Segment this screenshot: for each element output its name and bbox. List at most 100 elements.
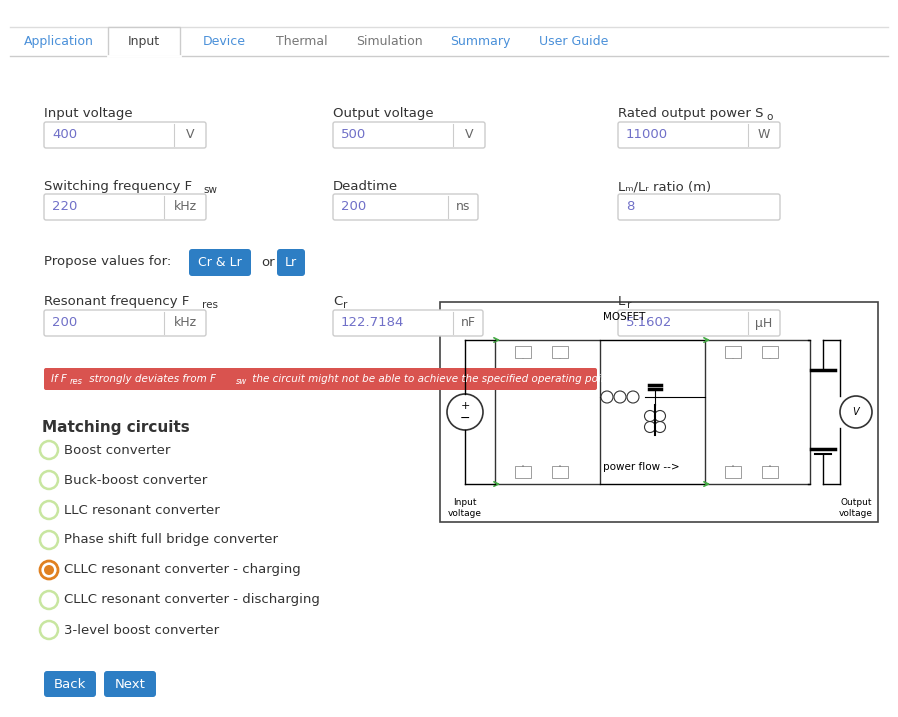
Circle shape bbox=[645, 422, 656, 432]
Text: Thermal: Thermal bbox=[277, 35, 328, 48]
Bar bbox=[515, 466, 531, 478]
Text: r: r bbox=[627, 300, 631, 310]
FancyBboxPatch shape bbox=[618, 122, 780, 148]
FancyBboxPatch shape bbox=[44, 122, 206, 148]
Circle shape bbox=[655, 411, 665, 422]
Text: 200: 200 bbox=[52, 316, 77, 330]
Text: Lₘ/Lᵣ ratio (m): Lₘ/Lᵣ ratio (m) bbox=[618, 180, 711, 193]
Bar bbox=[705, 340, 810, 484]
Text: Cr & Lr: Cr & Lr bbox=[198, 256, 242, 269]
Circle shape bbox=[40, 531, 58, 549]
Text: V: V bbox=[186, 128, 194, 141]
Text: V: V bbox=[465, 128, 473, 141]
Bar bbox=[762, 346, 778, 358]
Text: CLLC resonant converter - discharging: CLLC resonant converter - discharging bbox=[64, 594, 320, 607]
Bar bbox=[108, 27, 180, 56]
Text: Boost converter: Boost converter bbox=[64, 444, 171, 457]
Circle shape bbox=[614, 391, 626, 403]
Circle shape bbox=[627, 391, 639, 403]
Text: 400: 400 bbox=[52, 128, 77, 141]
Bar bbox=[552, 466, 568, 478]
FancyBboxPatch shape bbox=[618, 194, 780, 220]
Text: 8: 8 bbox=[626, 201, 634, 214]
Text: Rated output power S: Rated output power S bbox=[618, 107, 763, 120]
Circle shape bbox=[40, 561, 58, 579]
Bar bbox=[495, 340, 600, 484]
FancyBboxPatch shape bbox=[618, 310, 780, 336]
FancyBboxPatch shape bbox=[44, 310, 206, 336]
Text: μH: μH bbox=[755, 316, 772, 330]
Text: Application: Application bbox=[24, 35, 94, 48]
FancyBboxPatch shape bbox=[333, 310, 483, 336]
Text: strongly deviates from F: strongly deviates from F bbox=[86, 374, 216, 384]
Text: Buck-boost converter: Buck-boost converter bbox=[64, 473, 207, 487]
Text: W: W bbox=[758, 128, 770, 141]
Text: 3-level boost converter: 3-level boost converter bbox=[64, 624, 219, 637]
Text: User Guide: User Guide bbox=[540, 35, 609, 48]
Text: Next: Next bbox=[115, 678, 145, 690]
Text: V: V bbox=[853, 407, 859, 417]
Circle shape bbox=[40, 501, 58, 519]
FancyBboxPatch shape bbox=[277, 249, 305, 276]
Text: Switching frequency F: Switching frequency F bbox=[44, 180, 192, 193]
Circle shape bbox=[40, 591, 58, 609]
Text: Device: Device bbox=[203, 35, 245, 48]
Text: 5.1602: 5.1602 bbox=[626, 316, 673, 330]
Text: Matching circuits: Matching circuits bbox=[42, 420, 189, 435]
Circle shape bbox=[40, 621, 58, 639]
FancyBboxPatch shape bbox=[44, 671, 96, 697]
Circle shape bbox=[44, 565, 54, 575]
Circle shape bbox=[840, 396, 872, 428]
Text: 500: 500 bbox=[341, 128, 366, 141]
FancyBboxPatch shape bbox=[189, 249, 251, 276]
Text: MOSFET: MOSFET bbox=[603, 312, 645, 322]
Text: −: − bbox=[460, 412, 471, 424]
Text: C: C bbox=[333, 295, 342, 308]
Text: 11000: 11000 bbox=[626, 128, 668, 141]
Text: Input: Input bbox=[128, 35, 160, 48]
Text: res: res bbox=[70, 376, 83, 386]
Text: Summary: Summary bbox=[450, 35, 510, 48]
Text: Propose values for:: Propose values for: bbox=[44, 255, 172, 268]
Text: Simulation: Simulation bbox=[356, 35, 422, 48]
Text: or: or bbox=[261, 255, 275, 268]
Circle shape bbox=[40, 471, 58, 489]
Bar bbox=[440, 302, 878, 522]
Text: res: res bbox=[202, 300, 218, 310]
Circle shape bbox=[601, 391, 613, 403]
FancyBboxPatch shape bbox=[333, 194, 478, 220]
Text: Input voltage: Input voltage bbox=[44, 107, 133, 120]
Text: o: o bbox=[766, 112, 772, 122]
Text: Output
voltage: Output voltage bbox=[839, 498, 873, 518]
Circle shape bbox=[40, 441, 58, 459]
Text: kHz: kHz bbox=[173, 316, 197, 330]
Bar bbox=[515, 346, 531, 358]
Text: Deadtime: Deadtime bbox=[333, 180, 398, 193]
Text: sw: sw bbox=[203, 185, 217, 195]
Text: r: r bbox=[343, 300, 348, 310]
Text: Input
voltage: Input voltage bbox=[448, 498, 482, 518]
Text: kHz: kHz bbox=[173, 201, 197, 214]
Bar bbox=[725, 466, 741, 478]
Text: Lr: Lr bbox=[285, 256, 297, 269]
Text: ns: ns bbox=[456, 201, 471, 214]
Text: LLC resonant converter: LLC resonant converter bbox=[64, 503, 220, 516]
Text: Output voltage: Output voltage bbox=[333, 107, 434, 120]
Text: Resonant frequency F: Resonant frequency F bbox=[44, 295, 189, 308]
Bar bbox=[725, 346, 741, 358]
Text: 200: 200 bbox=[341, 201, 366, 214]
Text: 122.7184: 122.7184 bbox=[341, 316, 404, 330]
Bar bbox=[762, 466, 778, 478]
Text: L: L bbox=[618, 295, 625, 308]
Circle shape bbox=[645, 411, 656, 422]
FancyBboxPatch shape bbox=[44, 368, 597, 390]
Text: If F: If F bbox=[51, 374, 66, 384]
Text: the circuit might not be able to achieve the specified operating point.: the circuit might not be able to achieve… bbox=[249, 374, 615, 384]
Text: power flow -->: power flow --> bbox=[603, 462, 680, 472]
Text: sw: sw bbox=[236, 376, 247, 386]
FancyBboxPatch shape bbox=[104, 671, 156, 697]
Text: +: + bbox=[461, 401, 470, 411]
Circle shape bbox=[447, 394, 483, 430]
Text: nF: nF bbox=[461, 316, 476, 330]
Circle shape bbox=[655, 422, 665, 432]
